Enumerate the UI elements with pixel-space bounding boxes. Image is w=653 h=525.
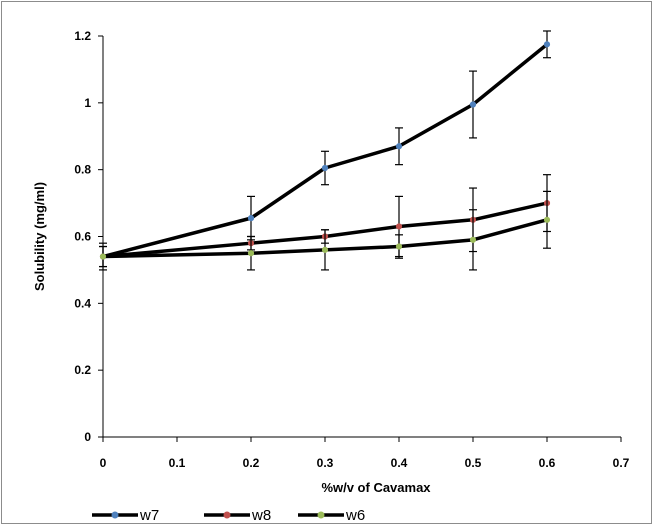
legend: w7 w8 w6 <box>92 507 365 524</box>
x-tick-label: 0.4 <box>391 456 408 470</box>
y-tick-label: 0.2 <box>74 363 91 377</box>
series-w6 <box>99 190 551 271</box>
series-layer <box>99 30 551 271</box>
y-tick-label: 0.4 <box>74 296 91 310</box>
data-point-w7 <box>469 101 477 108</box>
legend-label: w8 <box>251 507 271 524</box>
data-point-w7 <box>395 143 403 150</box>
legend-swatch-marker <box>317 511 325 519</box>
x-tick-label: 0 <box>100 456 107 470</box>
legend-swatch-marker <box>111 511 119 519</box>
data-point-w6 <box>395 243 403 250</box>
data-point-w7 <box>321 164 329 172</box>
x-axis-title: %w/v of Cavamax <box>321 480 431 495</box>
x-tick-label: 0.7 <box>613 456 630 470</box>
series-line-w6 <box>101 218 549 259</box>
series-line-w7 <box>101 42 549 259</box>
legend-item-w6: w6 <box>298 507 365 524</box>
x-tick-label: 0.3 <box>317 456 334 470</box>
legend-label: w7 <box>139 507 159 524</box>
axes: 0 0.2 0.4 0.6 0.8 1 1.2 0 0.1 0.2 0.3 0.4 0.5 0.6 0.7 <box>74 29 629 470</box>
x-tick-label: 0.6 <box>539 456 556 470</box>
data-point-w7 <box>543 41 551 48</box>
y-axis-title: Solubility (mg/ml) <box>32 182 47 291</box>
legend-label: w6 <box>345 507 365 524</box>
data-point-w6 <box>247 250 255 257</box>
y-tick-label: 1.2 <box>74 29 91 43</box>
data-point-w6 <box>321 246 329 253</box>
y-tick-label: 0 <box>84 430 91 444</box>
legend-swatch-marker <box>223 511 231 519</box>
series-line-w8 <box>101 201 549 259</box>
y-tick-label: 1 <box>84 96 91 110</box>
x-tick-label: 0.5 <box>465 456 482 470</box>
data-point-w7 <box>247 215 255 222</box>
data-point-w8 <box>395 223 403 230</box>
data-point-w6 <box>99 253 107 260</box>
x-tick-label: 0.1 <box>169 456 186 470</box>
y-tick-label: 0.8 <box>74 163 91 177</box>
series-w7 <box>99 30 551 271</box>
y-tick-label: 0.6 <box>74 230 91 244</box>
data-point-w6 <box>469 236 477 243</box>
x-tick-label: 0.2 <box>243 456 260 470</box>
legend-item-w8: w8 <box>204 507 271 524</box>
data-point-w6 <box>543 216 551 223</box>
legend-item-w7: w7 <box>92 507 159 524</box>
